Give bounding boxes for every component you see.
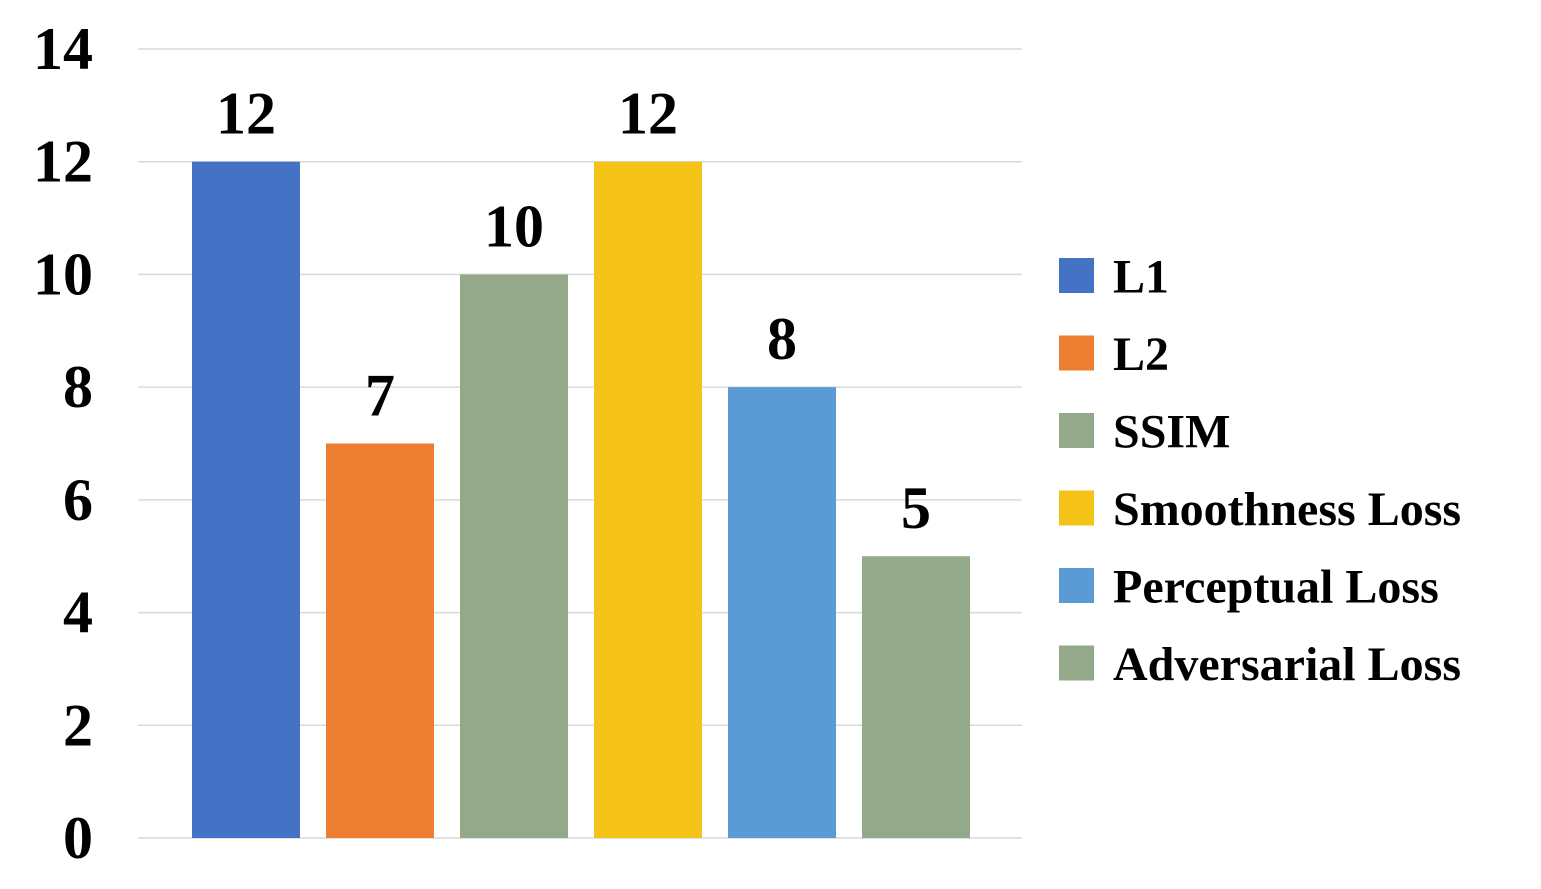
y-tick-label-10: 10 bbox=[33, 241, 93, 307]
bars bbox=[192, 161, 970, 838]
legend-item-ssim: SSIM bbox=[1059, 406, 1230, 459]
y-tick-label-12: 12 bbox=[33, 129, 93, 195]
data-label-adversarial-loss: 5 bbox=[901, 475, 931, 541]
data-label-l1: 12 bbox=[216, 81, 276, 147]
y-tick-label-6: 6 bbox=[63, 467, 93, 533]
y-tick-label-0: 0 bbox=[63, 805, 93, 871]
legend-label-l1: L1 bbox=[1113, 251, 1169, 304]
legend-item-adversarial-loss: Adversarial Loss bbox=[1059, 638, 1461, 691]
legend-item-l2: L2 bbox=[1059, 328, 1169, 381]
legend-swatch-l2 bbox=[1059, 335, 1094, 371]
y-axis-ticks: 0 2 4 6 8 10 12 14 bbox=[33, 16, 93, 871]
legend-item-l1: L1 bbox=[1059, 251, 1169, 304]
legend-label-l2: L2 bbox=[1113, 328, 1169, 381]
bar-smoothness-loss bbox=[594, 161, 702, 838]
legend-swatch-l1 bbox=[1059, 258, 1094, 293]
legend-label-ssim: SSIM bbox=[1113, 406, 1230, 459]
data-label-l2: 7 bbox=[365, 363, 395, 429]
legend-swatch-adversarial-loss bbox=[1059, 645, 1094, 681]
legend-swatch-ssim bbox=[1059, 413, 1094, 448]
bar-l1 bbox=[192, 161, 300, 838]
legend-label-adversarial-loss: Adversarial Loss bbox=[1113, 638, 1461, 691]
legend-label-perceptual-loss: Perceptual Loss bbox=[1113, 561, 1439, 614]
legend-swatch-perceptual-loss bbox=[1059, 568, 1094, 603]
legend-item-perceptual-loss: Perceptual Loss bbox=[1059, 561, 1439, 614]
legend-swatch-smoothness-loss bbox=[1059, 490, 1094, 526]
data-label-ssim: 10 bbox=[484, 193, 544, 259]
legend: L1 L2 SSIM Smoothness Loss Perceptual Loss Ad… bbox=[1059, 251, 1461, 691]
bar-perceptual-loss bbox=[728, 387, 836, 838]
data-labels: 12 7 10 12 8 5 bbox=[216, 81, 931, 542]
bar-adversarial-loss bbox=[862, 556, 970, 838]
data-label-perceptual-loss: 8 bbox=[767, 306, 797, 372]
data-label-smoothness-loss: 12 bbox=[618, 81, 678, 147]
y-tick-label-14: 14 bbox=[33, 16, 93, 82]
y-tick-label-8: 8 bbox=[63, 354, 93, 420]
y-tick-label-2: 2 bbox=[63, 692, 93, 758]
bar-ssim bbox=[460, 274, 568, 838]
legend-item-smoothness-loss: Smoothness Loss bbox=[1059, 483, 1461, 536]
bar-l2 bbox=[326, 443, 434, 838]
y-tick-label-4: 4 bbox=[63, 580, 93, 646]
legend-label-smoothness-loss: Smoothness Loss bbox=[1113, 483, 1461, 536]
